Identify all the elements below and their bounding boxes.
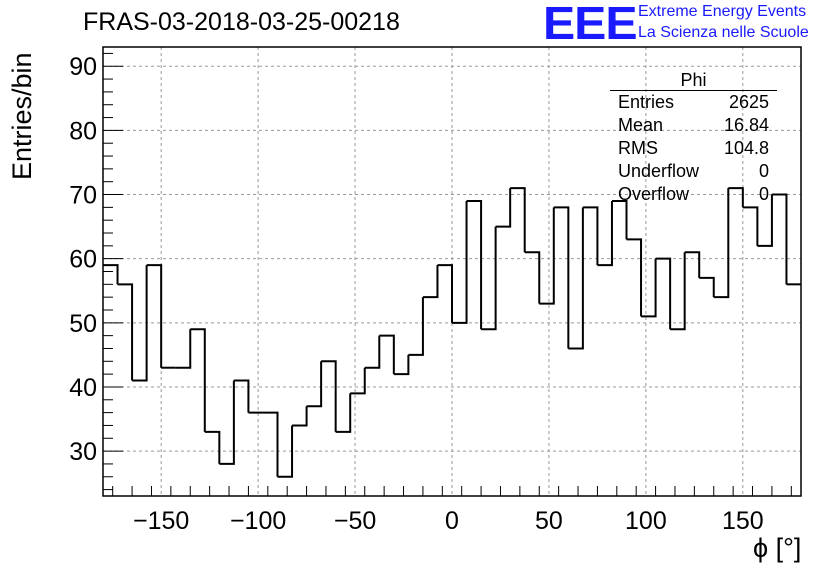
histogram-bin [771,193,788,285]
x-tick-label: 0 [445,507,459,535]
stats-value: 2625 [728,92,769,112]
histogram-bin [670,252,686,331]
stats-value: 0 [758,161,769,181]
histogram-bin [611,199,628,240]
histogram-bin [597,200,613,267]
stats-value: 104.8 [723,138,769,158]
histogram-bin [684,251,701,278]
histogram-bin [306,361,323,408]
logo-line-1: Extreme Energy Events [638,3,807,20]
x-axis-label: ϕ [°] [753,533,802,563]
histogram-bin [452,200,468,324]
histogram-bin [103,264,119,285]
stats-row-underflow: Underflow 0 [610,160,777,183]
stats-row-rms: RMS 104.8 [610,137,777,160]
x-tick-label: −100 [230,507,286,535]
histogram-bin [757,194,773,247]
histogram-bin [422,265,439,299]
histogram-bin [510,187,526,253]
x-tick-label: 50 [535,507,563,535]
histogram-bin [553,206,570,349]
histogram-bin [219,380,235,465]
chart-title: FRAS-03-2018-03-25-00218 [83,8,400,36]
histogram-bin [699,276,715,298]
x-tick-label: 100 [625,507,667,535]
histogram-bin [379,334,395,375]
histogram-bin [350,367,366,395]
stats-label: RMS [618,138,658,158]
histogram-bin [408,297,424,356]
y-tick-label: 40 [69,374,97,402]
histogram-bin [568,207,584,350]
histogram-bin [132,265,148,382]
x-tick-label: −50 [334,507,376,535]
histogram-bin [495,188,512,228]
histogram-bin [364,335,381,369]
histogram-bin [117,283,134,381]
histogram-bin [146,264,163,368]
histogram-bin [190,328,206,432]
histogram-bin [728,187,744,208]
logo-line-2: La Scienza nelle Scuole [638,24,809,41]
histogram-bin [437,264,453,323]
histogram-bin [524,251,541,304]
y-tick-label: 60 [69,246,97,274]
x-tick-label: 150 [722,507,764,535]
histogram-bin [641,258,657,318]
histogram-bin [321,360,337,432]
stats-label: Mean [618,115,664,135]
stats-row-overflow: Overflow 0 [610,183,777,206]
y-tick-label: 90 [69,53,97,81]
stats-row-entries: Entries 2625 [610,91,777,114]
histogram-bin [292,406,308,427]
stats-box: Phi Entries 2625 Mean 16.84 RMS 104.8 Un… [610,70,777,206]
histogram-bin [626,238,643,317]
histogram-bin [742,206,759,246]
histogram-bin [277,425,294,478]
y-tick-label: 50 [69,310,97,338]
stats-value: 16.84 [723,115,769,135]
histogram-bin [335,393,352,433]
histogram-bin [539,207,555,305]
stats-row-mean: Mean 16.84 [610,114,777,137]
histogram-bin [204,430,221,464]
histogram-bin [175,329,192,369]
stats-label: Overflow [618,184,690,204]
eee-logo-mark: EEE [543,0,638,49]
x-tick-label: −150 [133,507,189,535]
histogram-bin [582,206,599,266]
y-tick-label: 30 [69,438,97,466]
stats-box-title: Phi [610,70,777,91]
stats-label: Entries [618,92,675,112]
histogram-bin [655,257,672,330]
stats-label: Underflow [618,161,700,181]
y-axis-label: Entries/bin [7,52,37,180]
histogram-bin [393,354,410,376]
histogram-bin [481,226,497,331]
histogram-bin [713,188,730,299]
y-tick-label: 80 [69,117,97,145]
histogram-bin [262,411,279,477]
histogram-bin [466,199,483,330]
y-tick-label: 70 [69,182,97,210]
stats-value: 0 [758,184,769,204]
histogram-bin [233,379,250,413]
